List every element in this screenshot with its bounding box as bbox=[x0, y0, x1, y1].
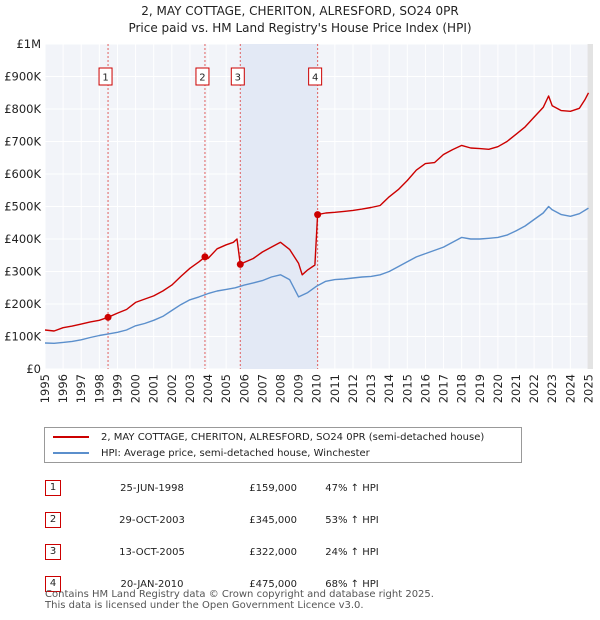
x-tick-label: 2010 bbox=[310, 374, 324, 403]
sale-dot bbox=[201, 253, 209, 261]
sale-date: 29-OCT-2003 bbox=[119, 514, 185, 526]
x-tick-label: 2011 bbox=[328, 374, 342, 403]
sale-label: 1 bbox=[102, 73, 108, 84]
x-tick-label: 2001 bbox=[147, 374, 161, 403]
y-tick-label: £500K bbox=[4, 200, 41, 214]
y-tick-label: £1M bbox=[16, 37, 41, 51]
y-tick-label: £700K bbox=[4, 135, 41, 149]
chart-subtitle: Price paid vs. HM Land Registry's House … bbox=[128, 21, 471, 35]
x-tick-label: 2013 bbox=[364, 374, 378, 403]
sale-dot bbox=[236, 260, 244, 268]
x-tick-label: 2012 bbox=[346, 374, 360, 403]
sale-hpi: 53% ↑ HPI bbox=[325, 514, 379, 526]
legend-item-property: 2, MAY COTTAGE, CHERITON, ALRESFORD, SO2… bbox=[53, 430, 484, 444]
y-tick-label: £0 bbox=[26, 362, 41, 376]
table-row: 3 13-OCT-2005 £322,000 24% ↑ HPI bbox=[38, 536, 407, 568]
x-tick-label: 2005 bbox=[219, 374, 233, 403]
x-tick-label: 2024 bbox=[563, 374, 577, 403]
sale-label-box bbox=[195, 67, 210, 86]
x-tick-label: 2008 bbox=[274, 374, 288, 403]
sale-price: £159,000 bbox=[249, 482, 297, 494]
sale-number: 4 bbox=[45, 576, 61, 592]
x-tick-label: 2009 bbox=[292, 374, 306, 403]
table-row: 4 20-JAN-2010 £475,000 68% ↑ HPI bbox=[38, 568, 407, 600]
x-tick-label: 1998 bbox=[92, 374, 106, 403]
sale-label-box bbox=[308, 67, 323, 86]
sale-labels: 1 2 3 4 bbox=[98, 67, 323, 86]
x-tick-label: 2007 bbox=[255, 374, 269, 403]
legend-swatch-hpi bbox=[53, 452, 89, 454]
sale-label-box bbox=[98, 67, 113, 86]
sale-band bbox=[240, 44, 318, 369]
x-axis: 1995 1996 1997 1998 1999 2000 2001 2002 2003 2004… bbox=[38, 374, 595, 403]
x-tick-label: 2016 bbox=[418, 374, 432, 403]
x-tick-label: 2002 bbox=[165, 374, 179, 403]
series-line-hpi bbox=[44, 205, 589, 344]
x-tick-label: 1997 bbox=[74, 374, 88, 403]
legend-label-hpi: HPI: Average price, semi-detached house,… bbox=[101, 447, 370, 459]
sale-number: 1 bbox=[45, 480, 61, 496]
series-line-property bbox=[44, 92, 590, 332]
y-tick-label: £800K bbox=[4, 102, 41, 116]
sale-label: 4 bbox=[312, 73, 318, 84]
legend-item-hpi: HPI: Average price, semi-detached house,… bbox=[53, 446, 370, 460]
y-tick-label: £600K bbox=[4, 167, 41, 181]
sale-hpi: 68% ↑ HPI bbox=[325, 578, 379, 590]
footer: Contains HM Land Registry data © Crown c… bbox=[45, 589, 434, 611]
y-axis: £0 £100K £200K £300K £400K £500K £600K £700K £80… bbox=[4, 37, 41, 376]
sale-number: 3 bbox=[45, 544, 61, 560]
price-chart: 2, MAY COTTAGE, CHERITON, ALRESFORD, SO2… bbox=[4, 4, 595, 403]
forecast-hatch bbox=[587, 44, 593, 369]
sale-price: £345,000 bbox=[249, 514, 297, 526]
x-tick-label: 2025 bbox=[581, 374, 595, 403]
sale-dot bbox=[314, 211, 322, 219]
x-tick-label: 2015 bbox=[400, 374, 414, 403]
x-tick-label: 2000 bbox=[129, 374, 143, 403]
y-tick-label: £900K bbox=[4, 70, 41, 84]
x-tick-label: 2003 bbox=[183, 374, 197, 403]
x-tick-label: 2014 bbox=[382, 374, 396, 403]
sale-price: £475,000 bbox=[249, 578, 297, 590]
sale-price: £322,000 bbox=[249, 546, 297, 558]
x-tick-label: 2019 bbox=[473, 374, 487, 403]
table-row: 1 25-JUN-1998 £159,000 47% ↑ HPI bbox=[38, 472, 407, 504]
x-tick-label: 1999 bbox=[110, 374, 124, 403]
table-row: 2 29-OCT-2003 £345,000 53% ↑ HPI bbox=[38, 504, 407, 536]
sale-label-box bbox=[230, 67, 245, 86]
footer-copyright: Contains HM Land Registry data © Crown c… bbox=[45, 589, 434, 600]
legend-label-property: 2, MAY COTTAGE, CHERITON, ALRESFORD, SO2… bbox=[101, 431, 485, 443]
y-tick-label: £200K bbox=[4, 297, 41, 311]
x-tick-label: 1995 bbox=[38, 374, 52, 403]
legend: 2, MAY COTTAGE, CHERITON, ALRESFORD, SO2… bbox=[44, 427, 522, 463]
x-tick-label: 2004 bbox=[201, 374, 215, 403]
y-tick-label: £100K bbox=[4, 330, 41, 344]
x-tick-label: 2021 bbox=[509, 374, 523, 403]
sale-number: 2 bbox=[45, 512, 61, 528]
sale-dot bbox=[104, 313, 112, 321]
footer-licence: This data is licensed under the Open Gov… bbox=[45, 600, 364, 611]
sale-shading bbox=[240, 44, 593, 369]
x-tick-label: 2018 bbox=[455, 374, 469, 403]
series bbox=[44, 92, 590, 344]
x-tick-label: 2023 bbox=[545, 374, 559, 403]
x-tick-label: 2006 bbox=[237, 374, 251, 403]
sale-date: 13-OCT-2005 bbox=[119, 546, 185, 558]
sale-label: 3 bbox=[235, 73, 241, 84]
sale-date: 20-JAN-2010 bbox=[120, 578, 184, 590]
x-tick-label: 2020 bbox=[491, 374, 505, 403]
sales-table: 1 25-JUN-1998 £159,000 47% ↑ HPI 2 29-OC… bbox=[38, 472, 407, 600]
y-tick-label: £400K bbox=[4, 232, 41, 246]
y-tick-label: £300K bbox=[4, 265, 41, 279]
x-tick-label: 2017 bbox=[437, 374, 451, 403]
sale-label: 2 bbox=[199, 73, 205, 84]
sale-date: 25-JUN-1998 bbox=[120, 482, 184, 494]
chart-title: 2, MAY COTTAGE, CHERITON, ALRESFORD, SO2… bbox=[141, 4, 458, 18]
x-tick-label: 1996 bbox=[56, 374, 70, 403]
sale-hpi: 24% ↑ HPI bbox=[325, 546, 379, 558]
x-tick-label: 2022 bbox=[527, 374, 541, 403]
sale-hpi: 47% ↑ HPI bbox=[325, 482, 379, 494]
sale-dots bbox=[104, 211, 322, 321]
legend-swatch-property bbox=[53, 436, 89, 438]
